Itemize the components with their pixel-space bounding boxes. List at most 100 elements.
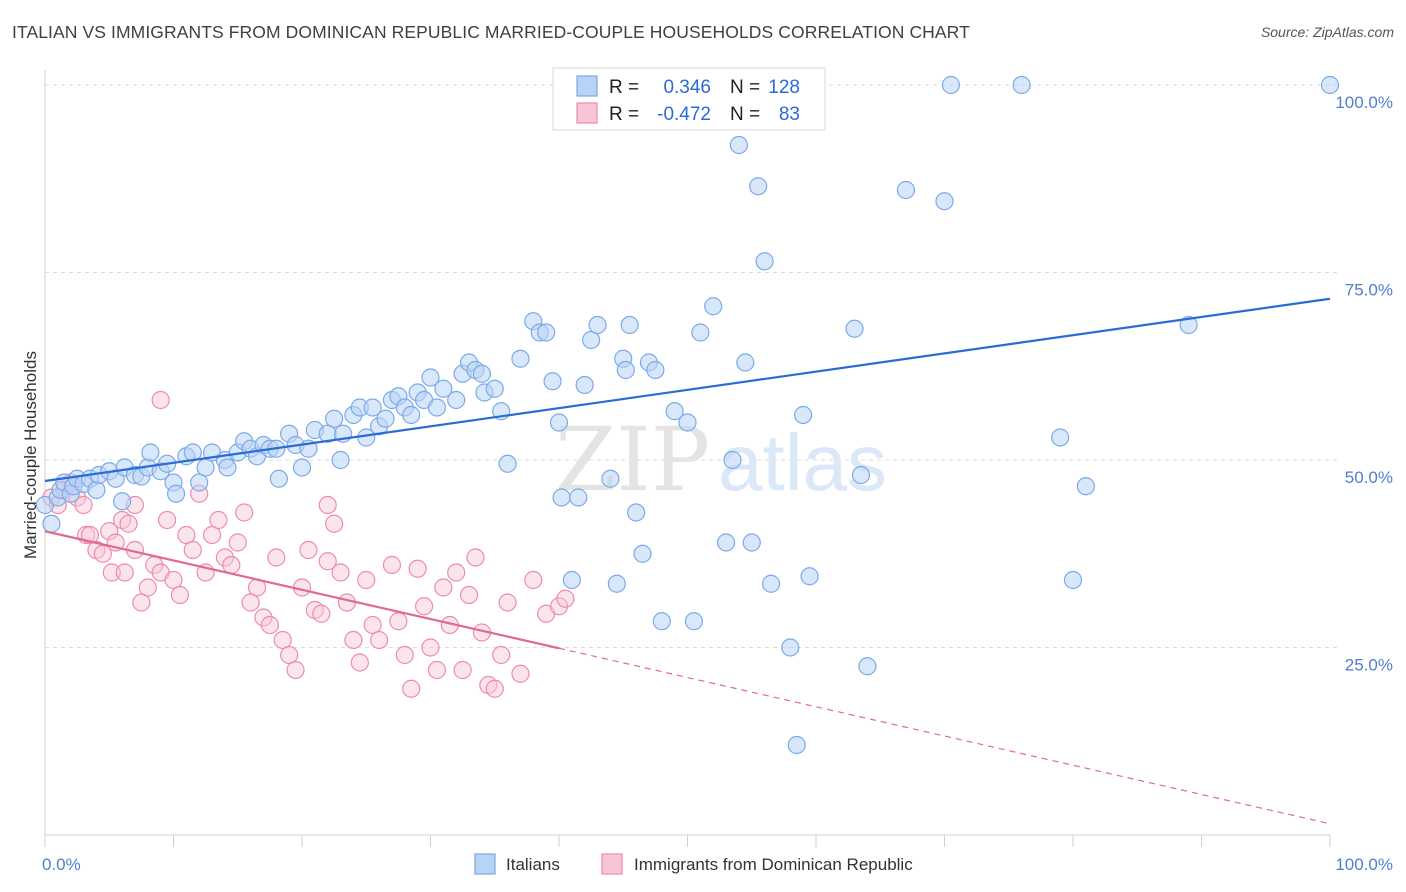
data-point <box>357 570 376 590</box>
data-point <box>87 480 106 500</box>
data-point <box>427 398 447 417</box>
data-point <box>166 484 186 503</box>
data-point <box>402 679 421 698</box>
legend-swatch-dominican <box>576 102 598 124</box>
data-point <box>453 660 472 680</box>
data-point <box>190 473 209 492</box>
data-point <box>331 563 350 582</box>
data-point <box>459 585 479 605</box>
data-point <box>691 323 710 342</box>
data-point <box>325 514 344 533</box>
data-point <box>684 612 704 631</box>
legend-r-value-1: 0.346 <box>663 77 711 98</box>
data-point <box>607 574 626 593</box>
data-point <box>485 679 504 698</box>
data-point <box>588 315 607 335</box>
data-point <box>716 533 736 552</box>
data-point <box>851 465 871 485</box>
data-point <box>537 323 556 342</box>
stats-legend: R = 0.346 N = 128 R = -0.472 N = 83 <box>552 67 826 131</box>
data-point <box>755 252 774 271</box>
data-point <box>337 593 357 612</box>
data-point <box>209 510 228 530</box>
data-point <box>100 522 119 541</box>
data-point <box>845 319 864 338</box>
data-point <box>781 638 800 657</box>
data-point <box>395 645 414 665</box>
data-point <box>562 570 581 590</box>
data-point <box>498 593 517 612</box>
data-point <box>318 552 337 571</box>
data-point <box>421 368 440 387</box>
data-point <box>492 645 511 665</box>
data-point <box>325 409 344 428</box>
data-point <box>202 525 222 545</box>
legend-n-label-1: N = <box>730 77 760 98</box>
bottom-legend-label-italians: Italians <box>506 855 560 874</box>
trend-lines <box>44 297 1331 825</box>
y-tick-labels: 100.0% 75.0% 50.0% 25.0% <box>1335 93 1393 675</box>
data-point <box>652 612 671 631</box>
data-point <box>749 177 768 196</box>
data-point <box>1051 428 1070 447</box>
data-point <box>42 514 61 533</box>
data-point <box>414 597 434 616</box>
data-point <box>626 503 646 522</box>
data-point <box>141 443 160 462</box>
series-dominican-points <box>42 390 575 698</box>
data-point <box>511 664 530 683</box>
data-point <box>524 570 543 590</box>
trend-line-0 <box>44 297 1331 483</box>
data-point <box>260 615 279 635</box>
y-tick-label: 75.0% <box>1345 281 1393 300</box>
data-point <box>119 514 138 533</box>
data-point <box>1063 570 1083 590</box>
data-point <box>299 540 318 560</box>
data-point <box>787 735 806 755</box>
chart-title: ITALIAN VS IMMIGRANTS FROM DOMINICAN REP… <box>12 22 970 42</box>
data-point <box>157 510 177 530</box>
data-point <box>102 563 121 582</box>
data-point <box>286 660 305 680</box>
data-point <box>408 559 427 578</box>
data-point <box>292 458 312 477</box>
data-point <box>363 615 382 635</box>
data-point <box>218 458 237 477</box>
data-point <box>382 555 402 575</box>
data-point <box>267 548 286 567</box>
data-point <box>485 379 504 398</box>
data-point <box>376 409 395 428</box>
data-point <box>858 657 877 676</box>
trend-line-1 <box>44 530 560 650</box>
data-point <box>269 469 288 488</box>
y-tick-label: 50.0% <box>1345 468 1393 487</box>
data-point <box>80 525 100 545</box>
legend-r-label-2: R = <box>609 104 639 125</box>
data-point <box>350 653 369 672</box>
data-point <box>254 608 273 627</box>
data-point <box>616 360 635 380</box>
data-point <box>280 645 299 665</box>
data-point <box>434 379 453 398</box>
data-point <box>318 495 337 515</box>
data-point <box>466 548 485 567</box>
data-point <box>511 349 530 368</box>
data-point <box>1179 315 1198 335</box>
bottom-legend-swatch-italians <box>474 853 496 875</box>
x-tick-label: 100.0% <box>1335 855 1393 874</box>
data-point <box>151 390 170 410</box>
trend-line-extrapolated-1 <box>558 647 1331 825</box>
data-point <box>370 630 389 650</box>
data-point <box>498 454 517 473</box>
data-point <box>389 612 408 631</box>
series-italians-points <box>35 75 1340 755</box>
legend-r-value-2: -0.472 <box>657 104 711 125</box>
legend-r-label-1: R = <box>609 77 639 98</box>
data-point <box>729 135 749 155</box>
data-point <box>601 469 620 488</box>
data-point <box>556 589 575 608</box>
data-point <box>222 555 241 575</box>
data-point <box>177 525 196 545</box>
data-point <box>164 570 183 590</box>
